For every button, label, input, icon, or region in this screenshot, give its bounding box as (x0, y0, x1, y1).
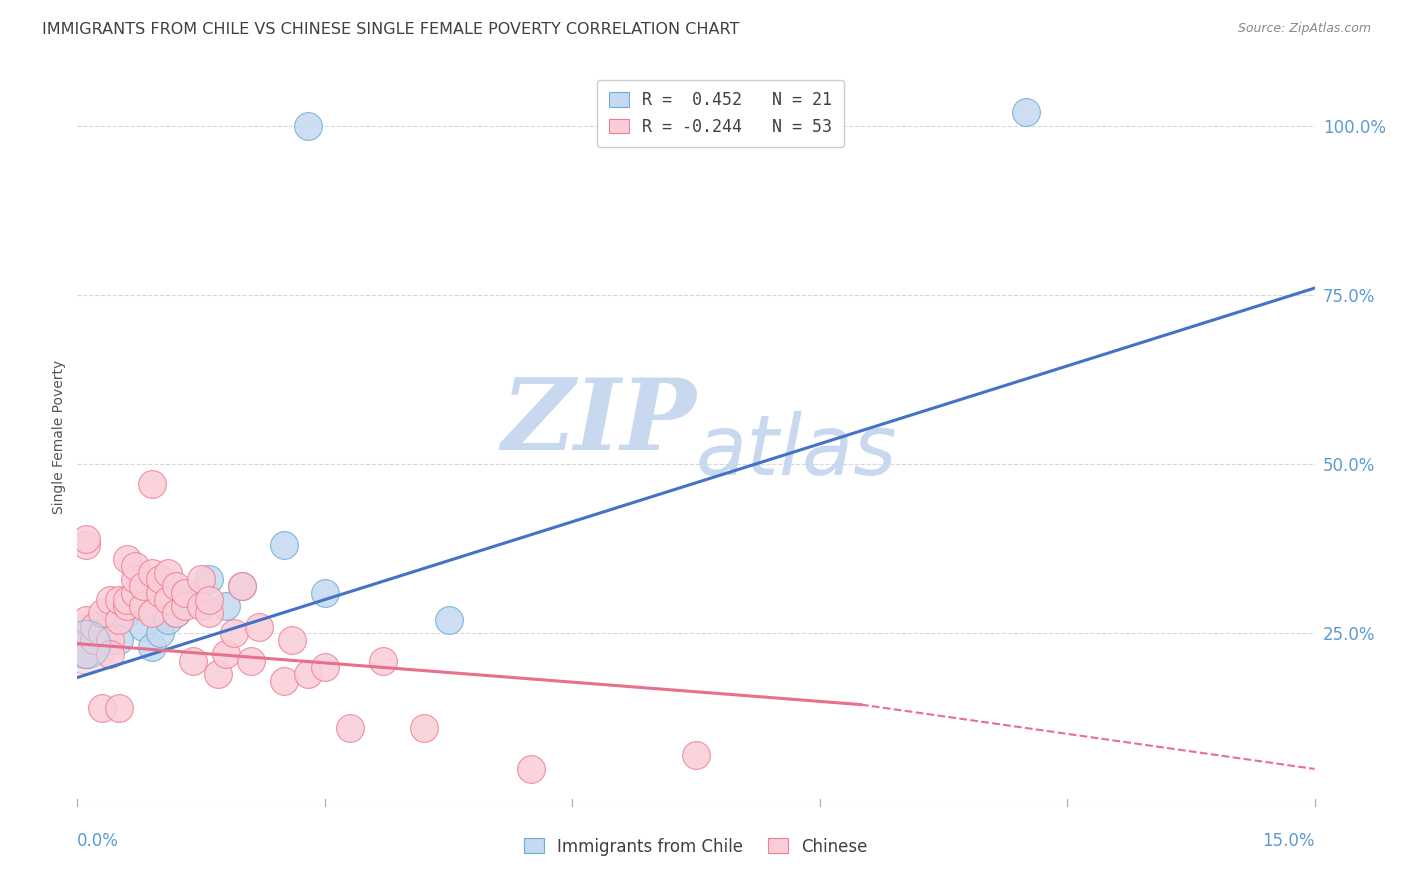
Point (83, 620, 105, 634)
Point (215, 599, 238, 614)
Point (181, 592, 204, 607)
Y-axis label: Single Female Poverty: Single Female Poverty (52, 360, 66, 514)
Point (239, 654, 262, 668)
Point (685, 748, 707, 763)
Point (124, 558, 146, 573)
Point (75, 538, 97, 552)
Point (222, 626, 245, 640)
Point (181, 654, 204, 668)
Point (98, 613, 121, 627)
Text: 15.0%: 15.0% (1263, 832, 1315, 850)
Text: Source: ZipAtlas.com: Source: ZipAtlas.com (1237, 22, 1371, 36)
Point (132, 599, 155, 614)
Point (281, 633, 304, 648)
Point (107, 701, 129, 715)
Point (412, 721, 434, 735)
Legend: Immigrants from Chile, Chinese: Immigrants from Chile, Chinese (516, 830, 876, 864)
Point (207, 667, 229, 681)
Point (165, 579, 187, 593)
Point (141, 566, 163, 580)
Point (247, 620, 270, 634)
Point (149, 626, 172, 640)
Point (314, 586, 336, 600)
Point (273, 673, 295, 688)
Point (141, 606, 163, 620)
Point (75, 626, 97, 640)
Point (98, 633, 121, 648)
Point (273, 538, 295, 552)
Point (124, 572, 146, 586)
Text: ZIP: ZIP (501, 375, 696, 471)
Point (165, 606, 187, 620)
Point (231, 579, 253, 593)
Point (115, 552, 138, 566)
Point (314, 660, 336, 674)
Point (91, 606, 114, 620)
Point (173, 599, 195, 614)
Point (198, 592, 221, 607)
Point (124, 599, 146, 614)
Point (141, 477, 163, 491)
Point (437, 613, 460, 627)
Point (297, 119, 319, 133)
Point (124, 586, 146, 600)
Point (520, 762, 543, 776)
Point (157, 566, 180, 580)
Point (91, 701, 114, 715)
Point (132, 620, 155, 634)
Text: atlas: atlas (696, 411, 897, 492)
Point (75, 637, 97, 651)
Point (83, 640, 105, 654)
Point (115, 599, 138, 614)
Point (190, 599, 212, 614)
Point (75, 626, 97, 640)
Point (297, 667, 319, 681)
Point (149, 586, 172, 600)
Text: 0.0%: 0.0% (77, 832, 120, 850)
Point (165, 606, 187, 620)
Point (141, 640, 163, 654)
Text: IMMIGRANTS FROM CHILE VS CHINESE SINGLE FEMALE POVERTY CORRELATION CHART: IMMIGRANTS FROM CHILE VS CHINESE SINGLE … (42, 22, 740, 37)
Point (75, 647, 97, 661)
Point (91, 633, 114, 648)
Point (107, 633, 129, 648)
Point (91, 626, 114, 640)
Point (98, 647, 121, 661)
Point (98, 592, 121, 607)
Point (173, 592, 195, 607)
Point (149, 572, 172, 586)
Point (83, 633, 105, 648)
Point (173, 586, 195, 600)
Point (115, 592, 138, 607)
Point (107, 613, 129, 627)
Point (215, 647, 238, 661)
Point (198, 606, 221, 620)
Point (157, 592, 180, 607)
Point (75, 613, 97, 627)
Point (231, 579, 253, 593)
Point (371, 654, 394, 668)
Point (1015, 105, 1038, 120)
Point (115, 606, 138, 620)
Point (339, 721, 361, 735)
Point (190, 572, 212, 586)
Point (75, 532, 97, 546)
Point (107, 592, 129, 607)
Point (132, 579, 155, 593)
Point (75, 637, 97, 651)
Point (157, 613, 180, 627)
Point (75, 647, 97, 661)
Point (198, 572, 221, 586)
